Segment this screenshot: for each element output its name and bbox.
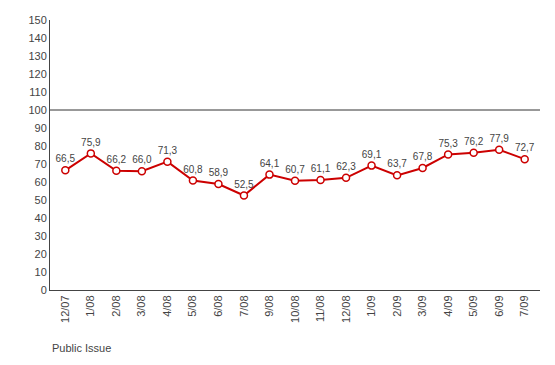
svg-text:5/09: 5/09 xyxy=(467,295,479,316)
svg-text:12/08: 12/08 xyxy=(340,295,352,323)
svg-text:61,1: 61,1 xyxy=(311,163,331,174)
svg-text:7/09: 7/09 xyxy=(518,295,530,316)
svg-text:2/08: 2/08 xyxy=(110,295,122,316)
svg-text:3/08: 3/08 xyxy=(135,295,147,316)
svg-text:Public Issue: Public Issue xyxy=(52,342,111,354)
svg-text:75,9: 75,9 xyxy=(81,137,101,148)
svg-text:70: 70 xyxy=(35,158,47,170)
svg-text:4/08: 4/08 xyxy=(161,295,173,316)
svg-text:80: 80 xyxy=(35,140,47,152)
svg-text:9/08: 9/08 xyxy=(263,295,275,316)
svg-text:50: 50 xyxy=(35,194,47,206)
svg-text:5/08: 5/08 xyxy=(186,295,198,316)
svg-text:12/07: 12/07 xyxy=(59,295,71,323)
svg-text:77,9: 77,9 xyxy=(489,133,509,144)
svg-text:66,0: 66,0 xyxy=(132,154,152,165)
svg-text:90: 90 xyxy=(35,122,47,134)
svg-text:10/08: 10/08 xyxy=(289,295,301,323)
svg-text:110: 110 xyxy=(29,86,47,98)
svg-text:52,5: 52,5 xyxy=(234,179,254,190)
svg-text:7/08: 7/08 xyxy=(238,295,250,316)
svg-text:1/08: 1/08 xyxy=(84,295,96,316)
svg-text:30: 30 xyxy=(35,230,47,242)
svg-text:3/09: 3/09 xyxy=(416,295,428,316)
svg-text:40: 40 xyxy=(35,212,47,224)
svg-text:71,3: 71,3 xyxy=(158,145,178,156)
svg-text:66,2: 66,2 xyxy=(107,154,127,165)
svg-text:0: 0 xyxy=(41,284,47,296)
svg-text:130: 130 xyxy=(28,50,46,62)
svg-text:67,8: 67,8 xyxy=(413,151,433,162)
svg-text:11/08: 11/08 xyxy=(314,295,326,322)
svg-text:60,7: 60,7 xyxy=(285,164,305,175)
svg-text:20: 20 xyxy=(35,248,47,260)
svg-text:6/08: 6/08 xyxy=(212,295,224,316)
svg-text:72,7: 72,7 xyxy=(515,142,535,153)
svg-text:69,1: 69,1 xyxy=(362,149,382,160)
svg-text:58,9: 58,9 xyxy=(209,167,229,178)
svg-text:60: 60 xyxy=(35,176,47,188)
svg-text:100: 100 xyxy=(28,104,46,116)
svg-text:76,2: 76,2 xyxy=(464,136,484,147)
svg-text:6/09: 6/09 xyxy=(493,295,505,316)
svg-text:2/09: 2/09 xyxy=(391,295,403,316)
svg-text:60,8: 60,8 xyxy=(183,164,203,175)
svg-text:62,3: 62,3 xyxy=(336,161,356,172)
svg-text:10: 10 xyxy=(35,266,47,278)
svg-text:64,1: 64,1 xyxy=(260,158,280,169)
svg-text:120: 120 xyxy=(28,68,46,80)
svg-text:75,3: 75,3 xyxy=(438,138,458,149)
svg-text:140: 140 xyxy=(28,32,46,44)
svg-text:66,5: 66,5 xyxy=(56,153,76,164)
svg-text:150: 150 xyxy=(28,14,46,26)
svg-text:63,7: 63,7 xyxy=(387,158,407,169)
svg-text:4/09: 4/09 xyxy=(442,295,454,316)
svg-text:1/09: 1/09 xyxy=(365,295,377,316)
